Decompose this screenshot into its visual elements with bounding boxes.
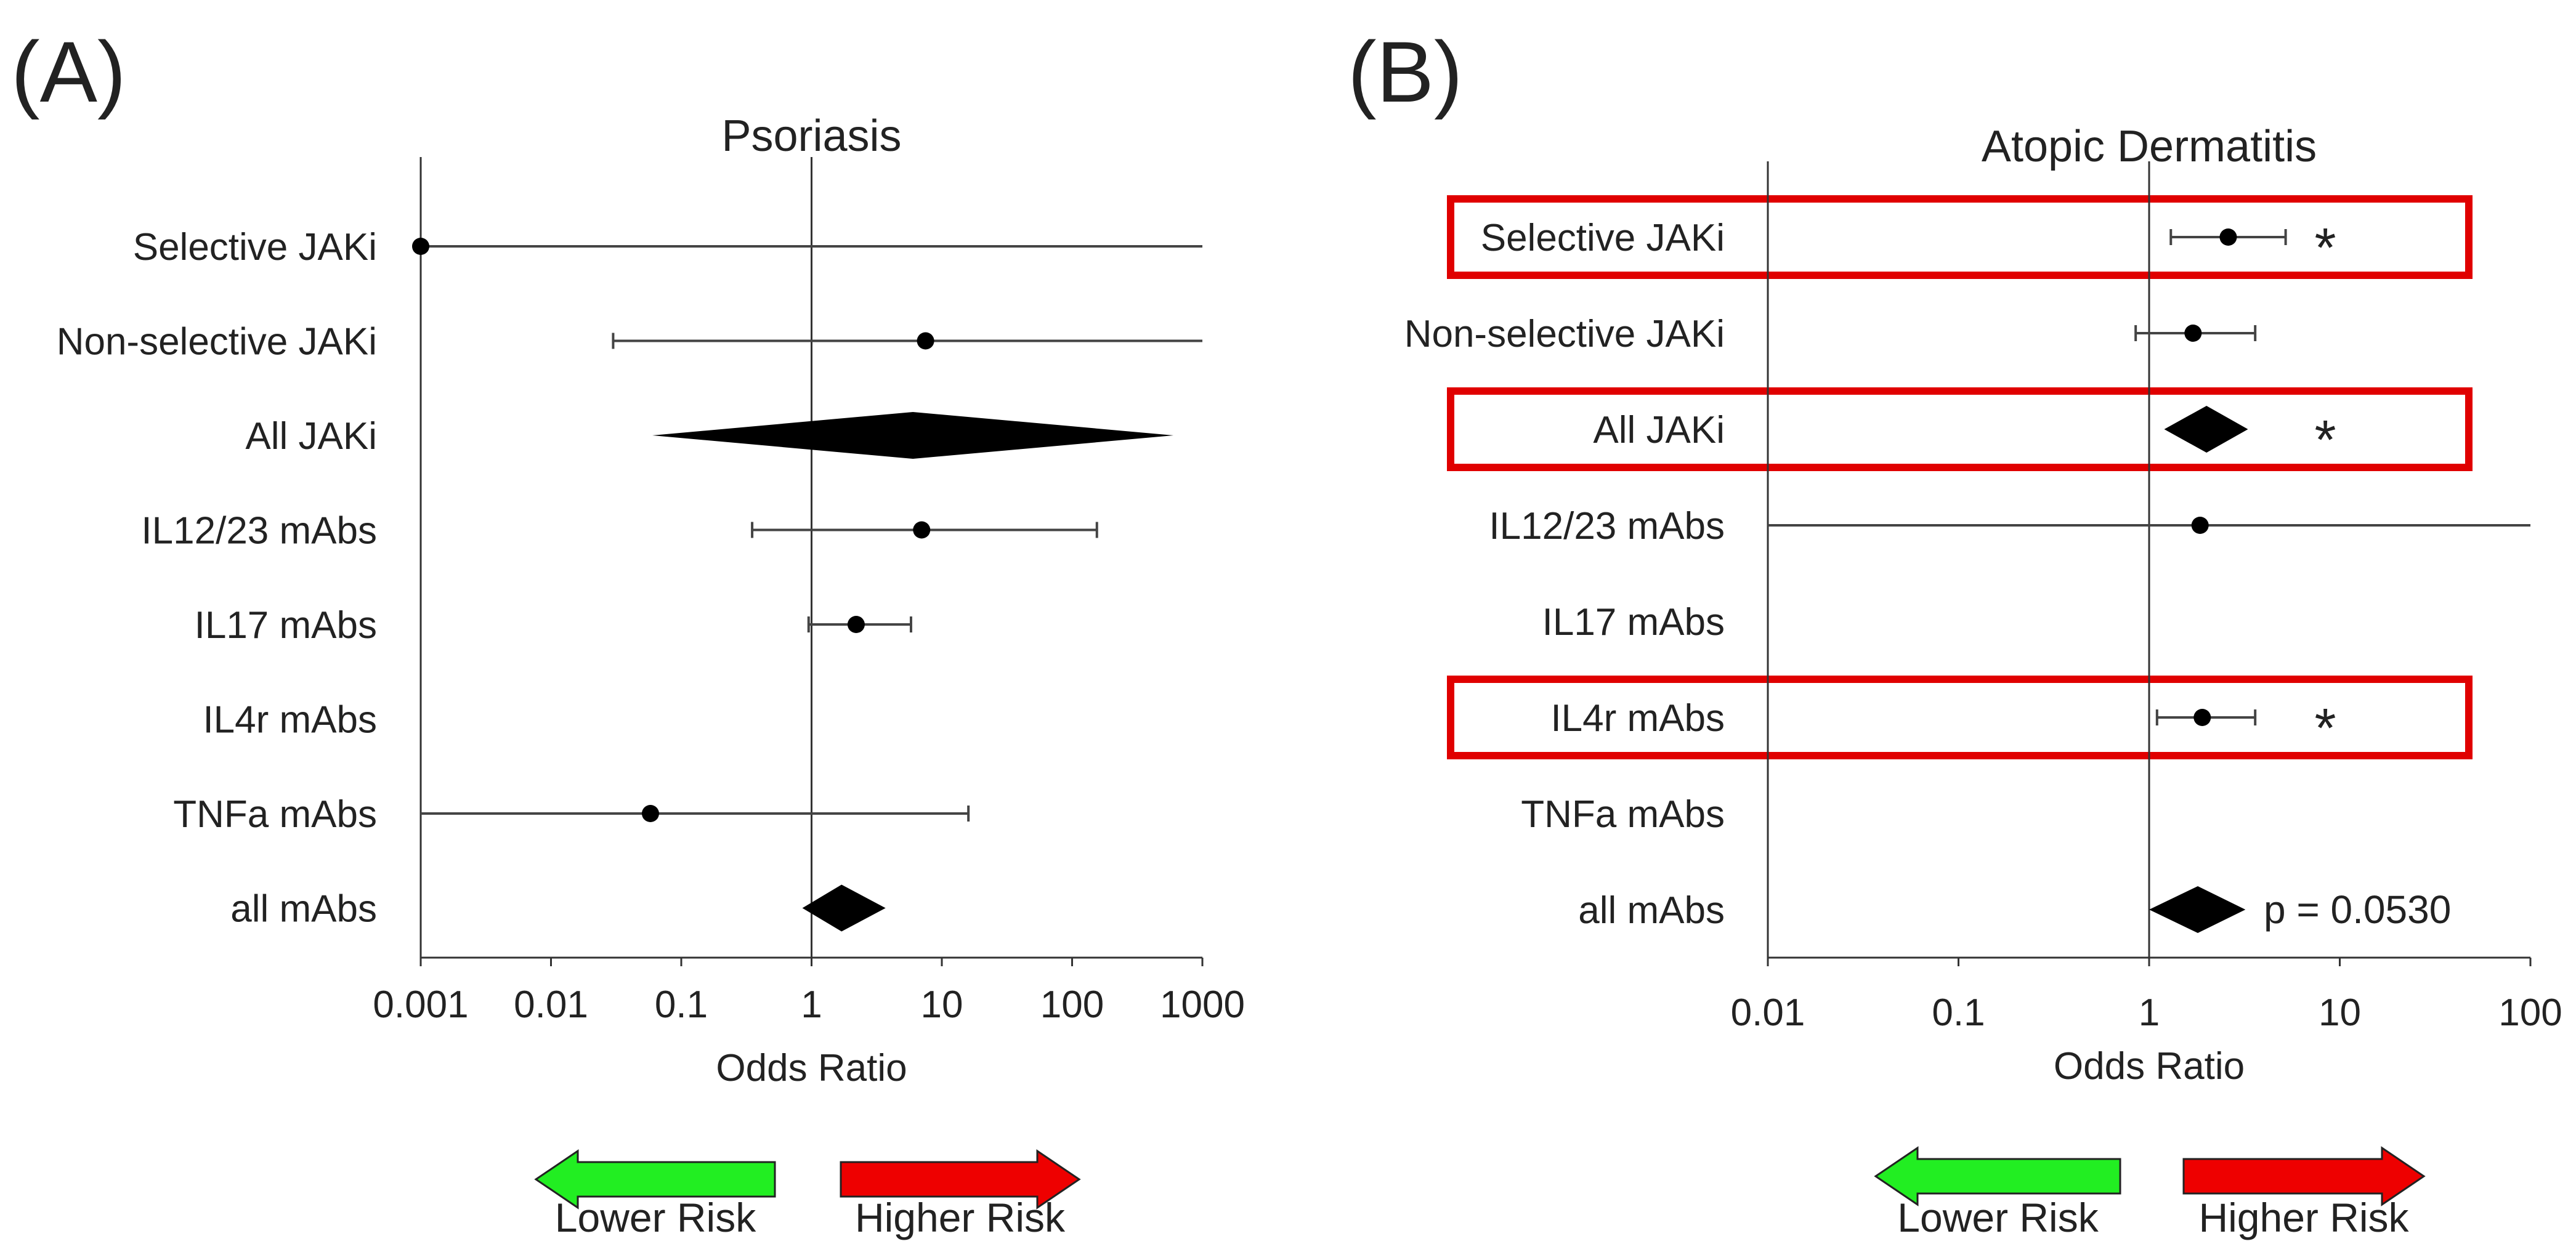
chart-title: Psoriasis (721, 111, 901, 161)
point-estimate (2191, 517, 2209, 534)
point-estimate (2184, 325, 2202, 342)
x-tick-label: 100 (1040, 983, 1104, 1026)
point-estimate (641, 805, 659, 822)
lower-risk-arrow (1874, 1146, 2121, 1206)
x-tick-label: 0.1 (1932, 992, 1985, 1034)
highlight-box (1447, 676, 2473, 759)
row-label: TNFa mAbs (1521, 793, 1725, 836)
highlight-box (1447, 387, 2473, 471)
row-label: IL17 mAbs (195, 604, 377, 647)
higher-risk-arrow (840, 1149, 1081, 1210)
row-label: Selective JAKi (133, 226, 377, 269)
significance-marker: * (2314, 217, 2336, 279)
pooled-estimate-diamond (802, 884, 886, 932)
x-axis-label: Odds Ratio (2054, 1045, 2245, 1088)
p-value-annotation: p = 0.0530 (2264, 887, 2451, 932)
x-tick-label: 10 (2319, 992, 2361, 1034)
pooled-estimate-diamond (2164, 406, 2248, 453)
row-label: Selective JAKi (1481, 217, 1725, 259)
x-tick-label: 100 (2498, 992, 2562, 1034)
x-tick-label: 1 (2139, 992, 2160, 1034)
lower-risk-arrow (534, 1149, 776, 1210)
row-label: IL12/23 mAbs (1489, 505, 1725, 547)
row-label: Non-selective JAKi (57, 321, 377, 363)
row-label: IL17 mAbs (1542, 601, 1725, 644)
point-estimate (917, 332, 934, 350)
row-label: all mAbs (1578, 889, 1725, 932)
row-label: Non-selective JAKi (1404, 313, 1725, 355)
row-label: TNFa mAbs (173, 793, 377, 836)
x-tick-label: 0.01 (1731, 992, 1805, 1034)
row-label: All JAKi (1593, 409, 1725, 451)
row-label: IL12/23 mAbs (141, 510, 377, 552)
point-estimate (2193, 709, 2211, 726)
row-label: IL4r mAbs (1550, 697, 1725, 740)
pooled-estimate-diamond (2149, 886, 2246, 933)
higher-risk-arrow (2182, 1146, 2426, 1206)
x-tick-label: 0.001 (373, 983, 468, 1026)
lower-risk-label: Lower Risk (1897, 1195, 2099, 1240)
higher-risk-label: Higher Risk (855, 1195, 1066, 1240)
significance-marker: * (2314, 410, 2336, 471)
point-estimate (2219, 228, 2237, 246)
lower-risk-label: Lower Risk (555, 1195, 756, 1240)
pooled-estimate-diamond (652, 412, 1174, 459)
panel-label: (B) (1348, 23, 1463, 120)
significance-marker: * (2314, 698, 2336, 759)
x-tick-label: 0.01 (514, 983, 588, 1026)
row-label: all mAbs (230, 888, 377, 931)
x-tick-label: 0.1 (655, 983, 708, 1026)
x-tick-label: 10 (921, 983, 963, 1026)
point-estimate (412, 238, 429, 255)
highlight-box (1447, 195, 2473, 279)
x-tick-label: 1000 (1160, 983, 1245, 1026)
row-label: IL4r mAbs (203, 699, 377, 741)
panel-label: (A) (11, 23, 126, 120)
panel-a-psoriasis: (A) Psoriasis 0.001 0.01 0.1 1 10 100 1000 Odds R… (11, 23, 1245, 1240)
row-label: All JAKi (245, 415, 377, 458)
point-estimate (913, 521, 931, 539)
higher-risk-label: Higher Risk (2198, 1195, 2409, 1240)
point-estimate (847, 616, 865, 633)
x-axis-label: Odds Ratio (716, 1047, 907, 1089)
x-tick-label: 1 (801, 983, 822, 1026)
